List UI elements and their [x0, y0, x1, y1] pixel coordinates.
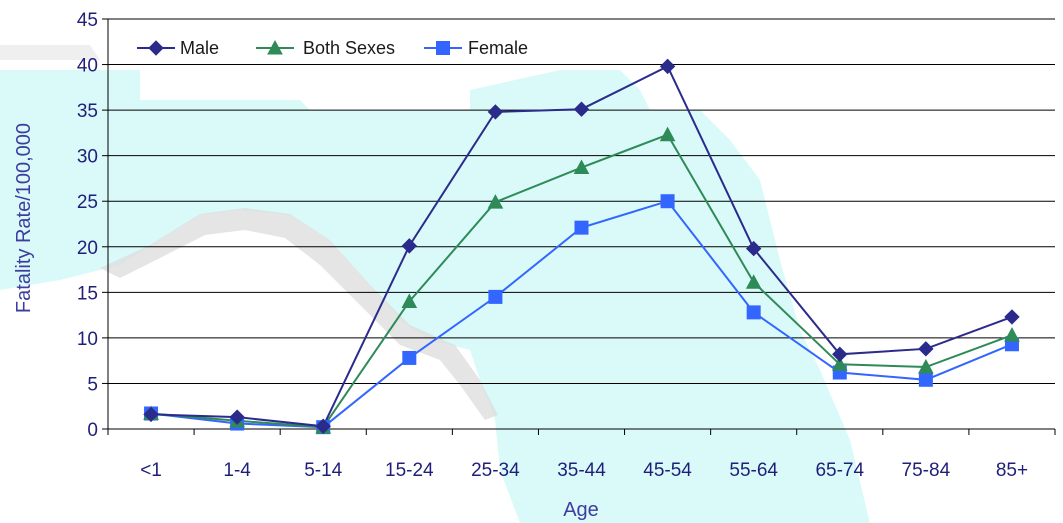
x-tick-label: <1	[140, 460, 162, 481]
gridlines	[108, 18, 1055, 384]
legend: Male Both Sexes Female	[137, 38, 528, 58]
background-map	[0, 45, 870, 523]
x-tick-label: 35-44	[557, 460, 606, 481]
data-point-both-sexes	[659, 126, 676, 142]
x-axis-title: Age	[563, 499, 599, 521]
y-tick-label: 15	[77, 283, 98, 304]
x-tick-label: 55-64	[729, 460, 778, 481]
x-tick-label: 85+	[996, 460, 1028, 481]
map-land-shape	[0, 45, 100, 60]
legend-marker-female	[436, 41, 450, 55]
data-point-male	[918, 341, 934, 357]
data-point-male	[745, 240, 762, 257]
y-tick-labels: 0 5 10 15 20 25 30 35 40 45	[77, 10, 98, 441]
data-point-male	[659, 58, 676, 75]
data-point-female	[402, 350, 417, 365]
data-point-both-sexes	[831, 356, 848, 371]
data-point-female	[746, 305, 761, 320]
y-tick-label: 40	[77, 56, 98, 77]
axes	[102, 18, 1056, 435]
data-point-both-sexes	[1004, 327, 1020, 342]
data-point-both-sexes	[573, 159, 590, 175]
y-axis-title: Fatality Rate/100,000	[13, 123, 35, 313]
y-tick-label: 30	[77, 147, 98, 168]
series-markers	[143, 58, 1020, 435]
data-point-male	[573, 101, 590, 117]
y-tick-label: 0	[87, 420, 98, 441]
data-point-both-sexes	[487, 194, 504, 209]
data-point-female	[660, 194, 675, 209]
data-point-both-sexes	[401, 293, 418, 308]
data-point-male	[143, 406, 159, 423]
legend-marker-both-sexes	[267, 39, 283, 55]
data-point-male	[1004, 309, 1020, 325]
data-point-male	[229, 409, 245, 425]
x-tick-label: 5-14	[304, 460, 342, 481]
legend-marker-male	[148, 40, 164, 56]
data-point-female	[918, 372, 933, 387]
y-tick-label: 5	[87, 374, 98, 395]
y-tick-label: 45	[77, 10, 98, 31]
x-tick-label: 1-4	[223, 460, 251, 481]
map-water-shape	[0, 70, 870, 523]
data-point-female	[574, 220, 589, 235]
data-point-male	[401, 238, 418, 254]
x-tick-label: 65-74	[815, 460, 864, 481]
data-point-both-sexes	[918, 358, 934, 374]
data-point-both-sexes	[745, 274, 762, 289]
legend-label-female: Female	[468, 38, 528, 58]
x-tick-label: 75-84	[902, 460, 951, 481]
data-point-male	[832, 346, 848, 362]
y-tick-label: 25	[77, 192, 98, 213]
data-point-male	[315, 418, 331, 434]
x-tick-label: 45-54	[643, 460, 692, 481]
x-tick-label: 15-24	[385, 460, 434, 481]
x-tick-labels: <1 1-4 5-14 15-24 25-34 35-44 45-54 55-64 65-74 7…	[140, 460, 1028, 481]
legend-label-both-sexes: Both Sexes	[303, 38, 395, 58]
x-tick-label: 25-34	[471, 460, 520, 481]
legend-label-male: Male	[180, 38, 219, 58]
y-tick-label: 35	[77, 101, 98, 122]
y-tick-label: 10	[77, 329, 98, 350]
data-point-male	[487, 104, 504, 120]
data-point-female	[488, 289, 503, 304]
y-tick-label: 20	[77, 238, 98, 259]
